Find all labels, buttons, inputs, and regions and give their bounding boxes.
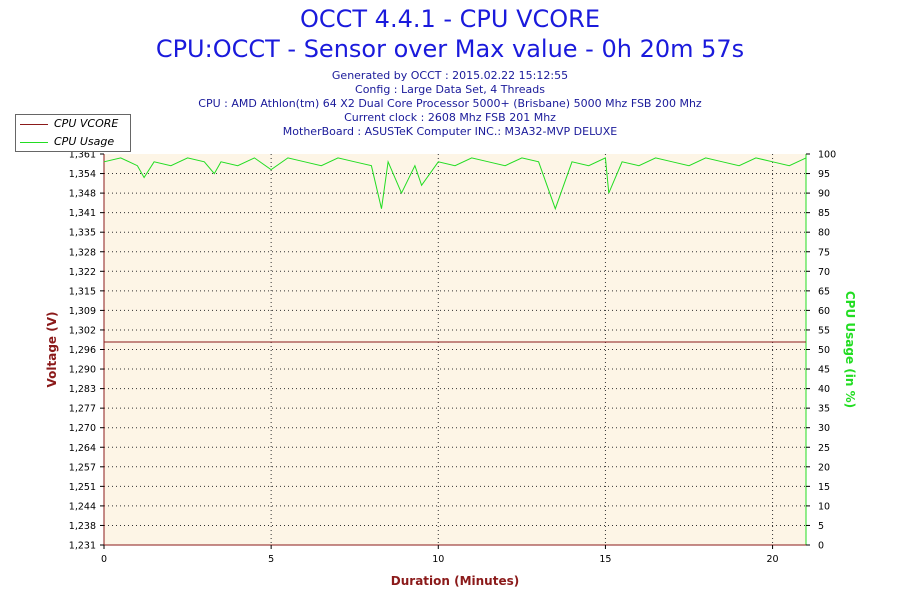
tick-label-right: 95 bbox=[818, 169, 830, 180]
chart-title: OCCT 4.4.1 - CPU VCORE bbox=[299, 5, 600, 33]
tick-label-right: 100 bbox=[818, 150, 836, 161]
tick-label-left: 1,277 bbox=[69, 404, 96, 415]
tick-label-left: 1,290 bbox=[69, 365, 96, 376]
tick-label-right: 50 bbox=[818, 345, 830, 356]
tick-label-right: 90 bbox=[818, 189, 830, 200]
info-config: Config : Large Data Set, 4 Threads bbox=[355, 83, 545, 96]
tick-label-right: 60 bbox=[818, 306, 830, 317]
tick-label-right: 75 bbox=[818, 247, 830, 258]
legend-item-usage: CPU Usage bbox=[16, 134, 130, 150]
y-axis-label-right: CPU Usage (in %) bbox=[843, 291, 857, 408]
tick-label-left: 1,302 bbox=[69, 325, 96, 336]
info-generated: Generated by OCCT : 2015.02.22 15:12:55 bbox=[331, 69, 569, 82]
tick-label-left: 1,238 bbox=[69, 521, 96, 532]
tick-label-right: 80 bbox=[818, 228, 830, 239]
tick-label-left: 1,309 bbox=[69, 306, 96, 317]
tick-label-right: 5 bbox=[818, 521, 824, 532]
tick-label-left: 1,244 bbox=[69, 501, 96, 512]
tick-label-right: 25 bbox=[818, 443, 830, 454]
info-cpu: CPU : AMD Athlon(tm) 64 X2 Dual Core Pro… bbox=[198, 97, 702, 110]
tick-label-right: 15 bbox=[818, 482, 830, 493]
tick-label-left: 1,264 bbox=[69, 443, 96, 454]
tick-label-left: 1,341 bbox=[69, 208, 96, 219]
tick-label-left: 1,231 bbox=[69, 541, 96, 552]
tick-label-x: 15 bbox=[599, 554, 611, 565]
chart-subtitle: CPU:OCCT - Sensor over Max value - 0h 20… bbox=[155, 35, 745, 63]
info-motherboard: MotherBoard : ASUSTeK Computer INC.: M3A… bbox=[282, 125, 618, 138]
tick-label-left: 1,322 bbox=[69, 267, 96, 278]
tick-label-x: 5 bbox=[268, 554, 274, 565]
tick-label-right: 30 bbox=[818, 423, 830, 434]
tick-label-right: 40 bbox=[818, 384, 830, 395]
tick-label-right: 55 bbox=[818, 325, 830, 336]
tick-label-x: 0 bbox=[101, 554, 107, 565]
legend-swatch-vcore bbox=[20, 124, 48, 125]
series-line-cpu-usage bbox=[103, 157, 807, 211]
tick-label-left: 1,354 bbox=[69, 169, 96, 180]
tick-label-right: 20 bbox=[818, 462, 830, 473]
tick-label-left: 1,335 bbox=[69, 228, 96, 239]
info-clock: Current clock : 2608 Mhz FSB 201 Mhz bbox=[344, 111, 556, 124]
legend: CPU VCORE CPU Usage bbox=[15, 114, 131, 152]
tick-label-left: 1,361 bbox=[69, 150, 96, 161]
tick-label-right: 85 bbox=[818, 208, 830, 219]
tick-label-right: 70 bbox=[818, 267, 830, 278]
tick-label-left: 1,257 bbox=[69, 462, 96, 473]
tick-label-right: 10 bbox=[818, 501, 830, 512]
tick-label-left: 1,315 bbox=[69, 286, 96, 297]
tick-label-left: 1,251 bbox=[69, 482, 96, 493]
tick-label-left: 1,270 bbox=[69, 423, 96, 434]
tick-label-right: 0 bbox=[818, 541, 824, 552]
legend-label-vcore: CPU VCORE bbox=[54, 117, 119, 130]
tick-label-left: 1,348 bbox=[69, 189, 96, 200]
x-axis-label: Duration (Minutes) bbox=[391, 574, 519, 588]
legend-swatch-usage bbox=[20, 142, 48, 143]
tick-label-x: 10 bbox=[432, 554, 444, 565]
y-axis-label-left: Voltage (V) bbox=[45, 312, 59, 388]
tick-label-right: 45 bbox=[818, 365, 830, 376]
tick-label-left: 1,296 bbox=[69, 345, 96, 356]
tick-label-right: 65 bbox=[818, 286, 830, 297]
tick-label-right: 35 bbox=[818, 404, 830, 415]
legend-item-vcore: CPU VCORE bbox=[16, 116, 130, 132]
tick-label-x: 20 bbox=[767, 554, 779, 565]
tick-label-left: 1,328 bbox=[69, 247, 96, 258]
legend-label-usage: CPU Usage bbox=[54, 135, 115, 148]
tick-label-left: 1,283 bbox=[69, 384, 96, 395]
